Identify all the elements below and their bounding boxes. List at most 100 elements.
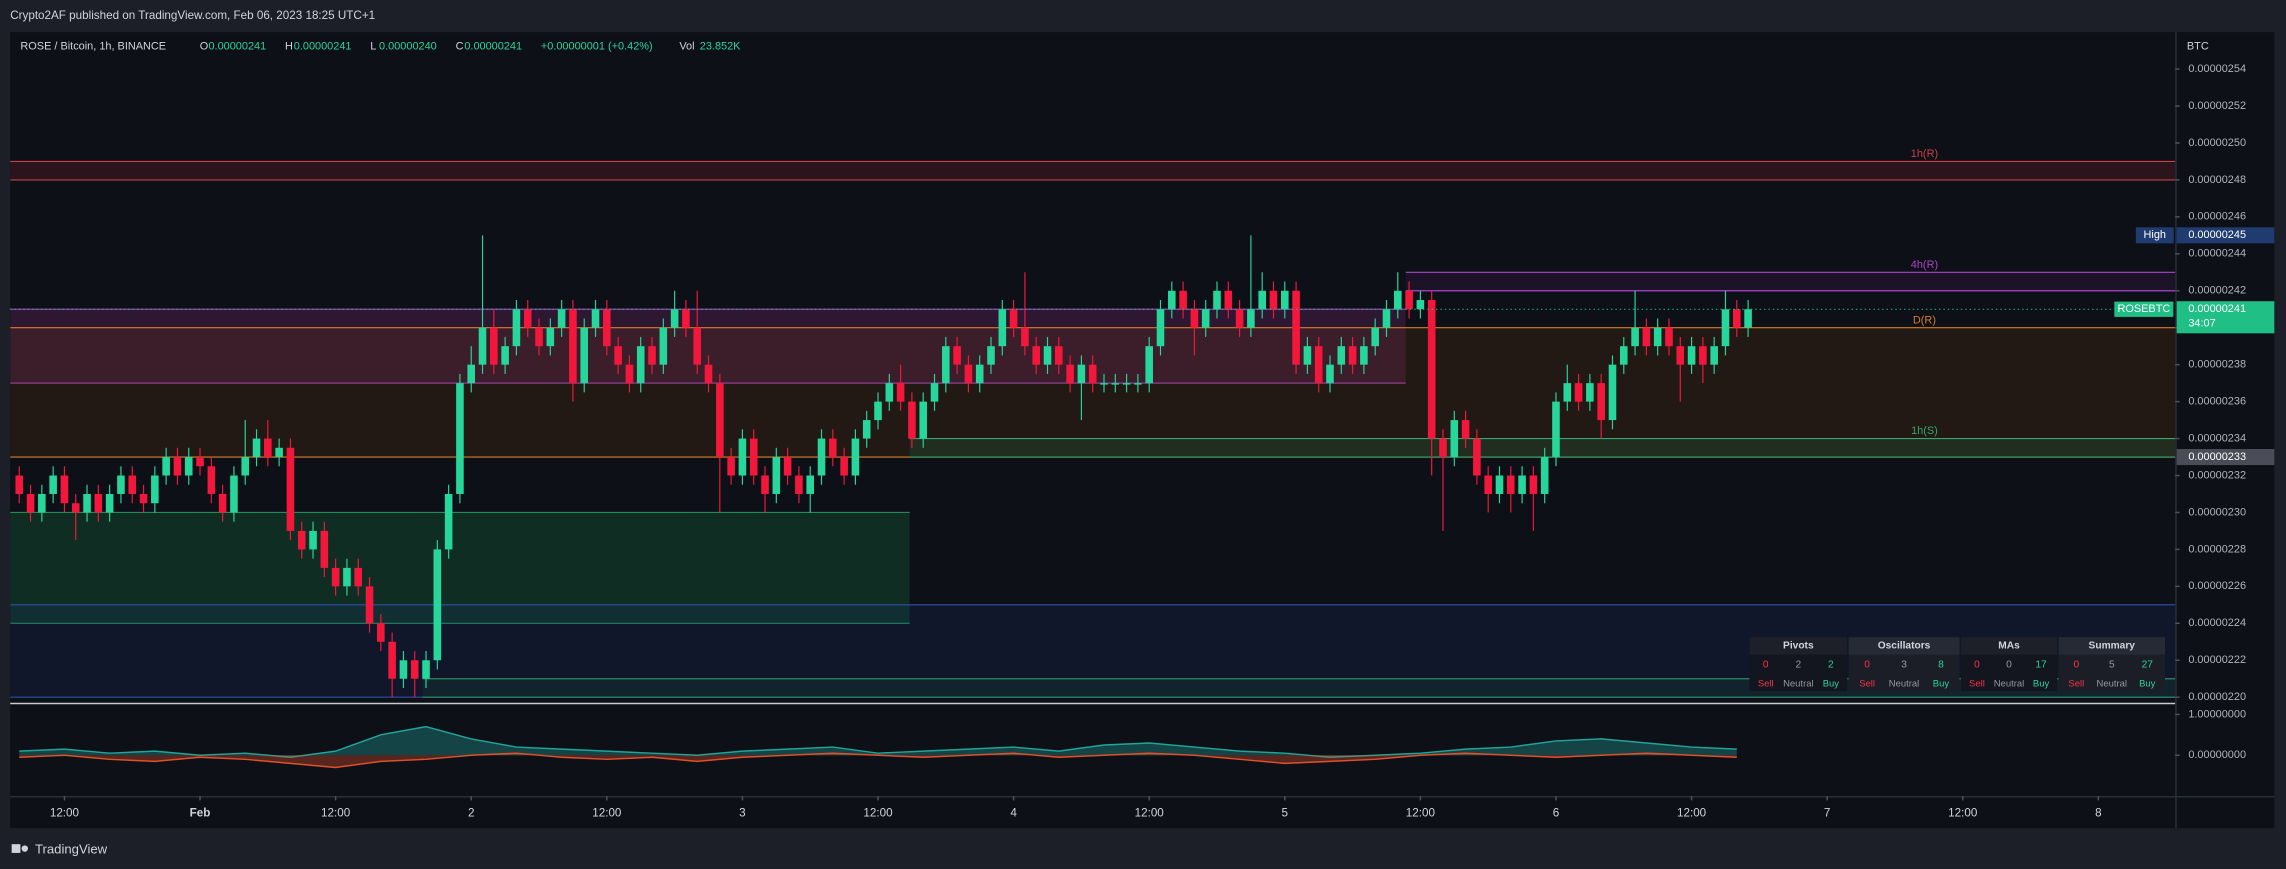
- candle-body: [1326, 364, 1334, 384]
- candle-body: [1439, 438, 1447, 458]
- chart-background: [10, 32, 2275, 829]
- candle-body: [1201, 309, 1210, 328]
- candle-body: [1055, 346, 1063, 365]
- candle-body: [1088, 364, 1097, 384]
- price-tag-label: High: [2144, 229, 2166, 241]
- candle-body: [1269, 290, 1278, 310]
- candle-body: [184, 457, 193, 476]
- candle-body: [1179, 290, 1187, 310]
- candle-body: [1665, 327, 1673, 347]
- x-tick-label: Feb: [190, 807, 211, 820]
- candle-body: [1156, 309, 1165, 347]
- legend-value: 23.852K: [700, 41, 741, 53]
- candle-body: [896, 383, 905, 402]
- rating-label: Buy: [2139, 678, 2156, 689]
- candle-body: [94, 493, 103, 513]
- x-tick-label: 5: [1282, 807, 1288, 820]
- candle-body: [1100, 383, 1108, 385]
- legend-value: 0.00000241: [208, 41, 266, 53]
- candle-body: [1292, 290, 1300, 365]
- candle-body: [975, 364, 984, 384]
- candle-body: [749, 438, 758, 476]
- rating-name: Summary: [2089, 641, 2136, 652]
- candle-body: [377, 623, 385, 642]
- candle-body: [636, 346, 645, 384]
- candle-body: [151, 475, 159, 504]
- x-tick-label: 12:00: [321, 807, 351, 820]
- y-tick-label: 0.00000248: [2188, 174, 2246, 186]
- candle-body: [354, 567, 363, 587]
- x-tick-label: 8: [2095, 807, 2101, 820]
- zone-label: 4h(R): [1911, 259, 1938, 271]
- candle-body: [1032, 346, 1040, 365]
- candle-body: [49, 475, 57, 494]
- candle-body: [1382, 309, 1391, 328]
- candle-body: [433, 549, 442, 661]
- candle-body: [682, 309, 690, 328]
- candle-body: [467, 364, 476, 384]
- candle-body: [987, 346, 995, 365]
- candle-body: [1122, 383, 1131, 385]
- candle-body: [580, 327, 589, 384]
- candle-body: [365, 586, 374, 624]
- price-tag-box: [2176, 301, 2275, 334]
- candle-body: [1258, 290, 1266, 310]
- candle-body: [252, 438, 261, 458]
- x-tick-label: 12:00: [1135, 807, 1165, 820]
- rating-count: 2: [1795, 660, 1801, 671]
- candle-body: [1213, 290, 1221, 310]
- candle-body: [840, 457, 848, 476]
- zone-label: 1h(S): [1911, 425, 1938, 437]
- zone: [422, 678, 2176, 698]
- rating-label: Neutral: [1994, 678, 2025, 689]
- candle-body: [1190, 309, 1199, 328]
- x-tick-label: 12:00: [50, 807, 80, 820]
- candle-body: [1687, 346, 1696, 365]
- candle-body: [501, 346, 509, 365]
- candle-body: [806, 475, 815, 494]
- candle-body: [1631, 327, 1639, 347]
- symbol-title: ROSE / Bitcoin, 1h, BINANCE: [20, 41, 166, 53]
- price-tag-label-box: [2113, 300, 2175, 318]
- rating-count: 8: [1938, 660, 1944, 671]
- legend-change: +0.00000001 (+0.42%): [541, 41, 653, 53]
- x-tick-label: 12:00: [863, 807, 893, 820]
- candle-body: [648, 346, 656, 365]
- y-tick-label: 0.00000222: [2188, 654, 2246, 666]
- candle-body: [885, 383, 894, 402]
- candle-body: [919, 401, 927, 439]
- candle-body: [614, 346, 622, 365]
- price-tag-box: [2176, 449, 2275, 466]
- x-tick-label: 12:00: [1948, 807, 1978, 820]
- y-tick-label: 0.00000236: [2188, 396, 2246, 408]
- candle-body: [591, 309, 600, 328]
- indicator-line: [19, 752, 1737, 769]
- candle-body: [309, 530, 317, 550]
- price-tag-label: ROSEBTC: [2117, 303, 2170, 315]
- y-tick-label: 0.00000252: [2188, 100, 2246, 112]
- candle-body: [117, 475, 125, 494]
- y-tick-label: 0.00000230: [2188, 506, 2246, 518]
- candle-body: [1145, 346, 1153, 384]
- indicator-area: [19, 726, 1737, 758]
- candle-body: [241, 457, 250, 476]
- y-tick-label: 0.00000000: [2188, 749, 2246, 761]
- candle-body: [1281, 290, 1289, 310]
- candle-body: [1314, 346, 1323, 384]
- footer-brand: TradingView: [35, 841, 108, 856]
- candle-body: [1111, 383, 1120, 385]
- candle-body: [26, 493, 35, 513]
- zone: [1405, 272, 2176, 291]
- rating-count: 0: [2006, 660, 2012, 671]
- rating-count: 2: [1828, 660, 1834, 671]
- price-tag-value: 0.00000233: [2188, 451, 2246, 463]
- publisher: Crypto2AF published on TradingView.com, …: [10, 9, 375, 22]
- zone-label: D(R): [1913, 314, 1936, 326]
- candle-body: [1642, 327, 1651, 347]
- x-tick-label: 12:00: [1677, 807, 1707, 820]
- rating-header-bg: [1848, 637, 1960, 655]
- rating-count: 5: [2109, 660, 2115, 671]
- price-tag-value: 0.00000245: [2188, 229, 2246, 241]
- candle-body: [1473, 438, 1481, 476]
- zone: [10, 161, 2176, 180]
